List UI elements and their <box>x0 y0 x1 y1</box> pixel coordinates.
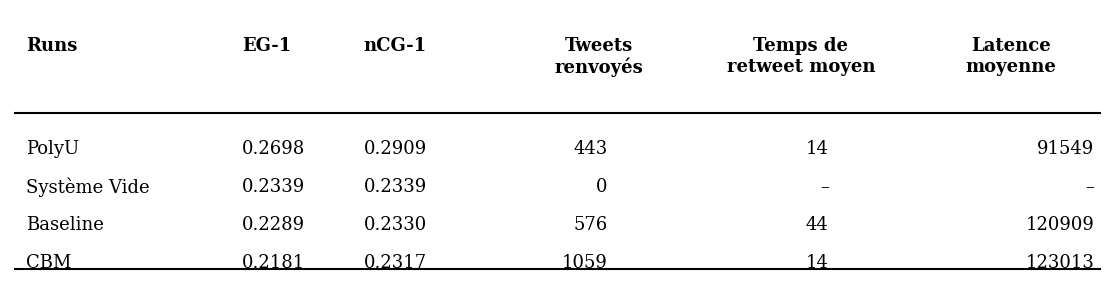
Text: nCG-1: nCG-1 <box>363 37 427 55</box>
Text: EG-1: EG-1 <box>242 37 291 55</box>
Text: CBM: CBM <box>27 254 71 272</box>
Text: 576: 576 <box>573 216 608 234</box>
Text: 0.2181: 0.2181 <box>242 254 306 272</box>
Text: Temps de
retweet moyen: Temps de retweet moyen <box>727 37 875 76</box>
Text: –: – <box>1085 178 1094 196</box>
Text: Runs: Runs <box>27 37 78 55</box>
Text: 0.2317: 0.2317 <box>363 254 427 272</box>
Text: Baseline: Baseline <box>27 216 104 234</box>
Text: 91549: 91549 <box>1037 140 1094 158</box>
Text: Tweets
renvoyés: Tweets renvoyés <box>554 37 643 78</box>
Text: 0.2289: 0.2289 <box>242 216 306 234</box>
Text: 0.2330: 0.2330 <box>363 216 427 234</box>
Text: 0.2698: 0.2698 <box>242 140 306 158</box>
Text: 120909: 120909 <box>1026 216 1094 234</box>
Text: PolyU: PolyU <box>27 140 79 158</box>
Text: 123013: 123013 <box>1026 254 1094 272</box>
Text: 0: 0 <box>595 178 608 196</box>
Text: 0.2909: 0.2909 <box>363 140 427 158</box>
Text: 14: 14 <box>806 140 828 158</box>
Text: 0.2339: 0.2339 <box>242 178 306 196</box>
Text: Latence
moyenne: Latence moyenne <box>966 37 1057 76</box>
Text: 443: 443 <box>573 140 608 158</box>
Text: 0.2339: 0.2339 <box>363 178 427 196</box>
Text: 14: 14 <box>806 254 828 272</box>
Text: –: – <box>820 178 828 196</box>
Text: Système Vide: Système Vide <box>27 177 149 197</box>
Text: 44: 44 <box>806 216 828 234</box>
Text: 1059: 1059 <box>562 254 608 272</box>
